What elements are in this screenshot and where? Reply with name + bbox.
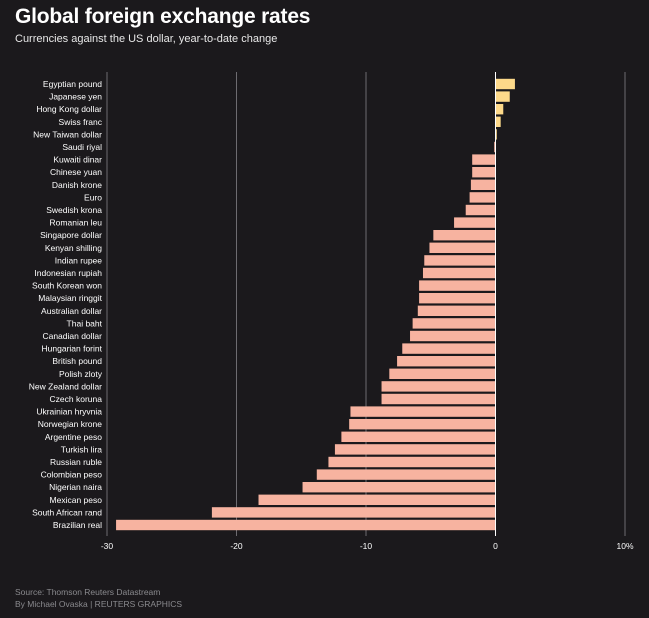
- category-label: Hong Kong dollar: [36, 104, 102, 114]
- bar: [495, 129, 497, 140]
- category-label: Canadian dollar: [42, 331, 102, 341]
- category-label: Polish zloty: [59, 369, 103, 379]
- category-label: Indian rupee: [55, 255, 103, 265]
- category-label: Egyptian pound: [43, 79, 102, 89]
- category-label: South Korean won: [32, 281, 102, 291]
- category-labels: Egyptian pound Japanese yen Hong Kong doll…: [29, 79, 103, 530]
- category-label: New Taiwan dollar: [33, 129, 102, 139]
- bar: [389, 368, 496, 379]
- source-note: Source: Thomson Reuters Datastream: [15, 587, 161, 597]
- bar: [116, 519, 496, 531]
- category-label: Euro: [84, 192, 102, 202]
- bar: [417, 305, 496, 316]
- bar: [402, 343, 496, 354]
- bar: [465, 204, 496, 216]
- bar: [454, 217, 496, 228]
- category-label: Russian ruble: [50, 457, 102, 467]
- category-label: Kuwaiti dinar: [53, 155, 102, 165]
- x-tick-label: 10%: [616, 541, 633, 551]
- bar: [350, 406, 496, 417]
- category-label: Swiss franc: [59, 117, 103, 127]
- bar: [419, 280, 496, 291]
- category-label: South African rand: [32, 507, 102, 517]
- category-label: Saudi riyal: [62, 142, 102, 152]
- category-label: Nigerian naira: [49, 482, 102, 492]
- bar: [341, 431, 496, 442]
- x-tick-label: 0: [493, 541, 498, 551]
- category-label: Romanian leu: [50, 218, 103, 228]
- bar: [495, 91, 510, 102]
- category-label: Swedish krona: [46, 205, 102, 215]
- category-label: Norwegian krone: [38, 419, 103, 429]
- bar: [472, 154, 496, 165]
- category-label: Hungarian forint: [42, 344, 103, 354]
- category-label: Mexican peso: [50, 495, 103, 505]
- bar: [328, 456, 496, 468]
- category-label: Indonesian rupiah: [34, 268, 102, 278]
- bar: [397, 356, 496, 367]
- category-label: Malaysian ringgit: [38, 293, 102, 303]
- bar: [424, 255, 496, 266]
- bar: [316, 469, 496, 480]
- bar: [349, 419, 496, 430]
- category-label: Danish krone: [52, 180, 102, 190]
- category-label: Singapore dollar: [40, 230, 102, 240]
- category-label: New Zealand dollar: [29, 381, 102, 391]
- x-tick-label: -10: [360, 541, 373, 551]
- x-axis-ticks: -30 -20 -10 0 10%: [101, 541, 634, 551]
- bar: [470, 179, 496, 190]
- bar: [433, 230, 496, 241]
- bar: [419, 293, 496, 304]
- category-label: Colombian peso: [41, 470, 103, 480]
- x-tick-label: -30: [101, 541, 114, 551]
- bar: [495, 78, 515, 90]
- category-label: British pound: [52, 356, 102, 366]
- bar: [381, 381, 496, 392]
- bar: [495, 116, 501, 127]
- bar: [495, 104, 504, 115]
- bar: [302, 482, 496, 493]
- bar: [472, 167, 496, 178]
- bar: [334, 444, 496, 455]
- category-label: Kenyan shilling: [45, 243, 102, 253]
- category-label: Ukrainian hryvnia: [36, 407, 102, 417]
- category-label: Czech koruna: [50, 394, 103, 404]
- x-tick-label: -20: [230, 541, 243, 551]
- bar: [412, 318, 496, 329]
- bar: [422, 267, 496, 279]
- bar: [258, 494, 496, 505]
- category-label: Chinese yuan: [50, 167, 102, 177]
- category-label: Thai baht: [67, 318, 103, 328]
- category-label: Argentine peso: [45, 432, 102, 442]
- bar: [211, 507, 496, 518]
- bar: [410, 330, 496, 342]
- bar: [381, 393, 496, 405]
- chart-subtitle: Currencies against the US dollar, year-t…: [15, 33, 278, 45]
- category-label: Brazilian real: [53, 520, 102, 530]
- bar: [429, 242, 496, 253]
- category-label: Japanese yen: [49, 92, 102, 102]
- category-label: Australian dollar: [41, 306, 102, 316]
- chart-title: Global foreign exchange rates: [15, 5, 311, 28]
- byline: By Michael Ovaska | REUTERS GRAPHICS: [15, 599, 183, 609]
- category-label: Turkish lira: [61, 444, 103, 454]
- bar: [494, 141, 496, 153]
- bars: [116, 78, 515, 531]
- bar: [469, 192, 496, 203]
